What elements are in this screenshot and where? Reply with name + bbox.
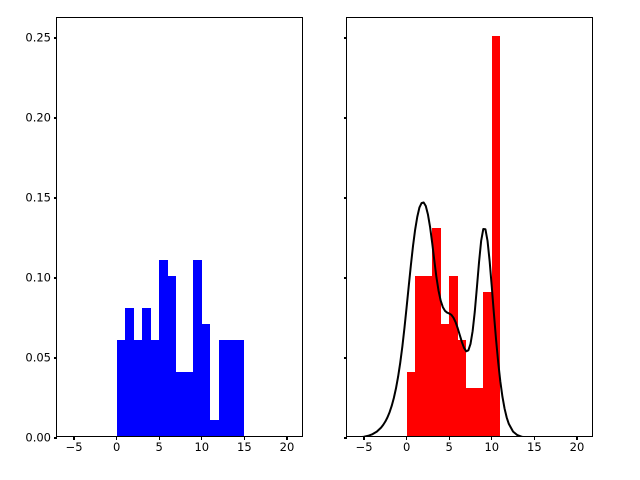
histogram-bar (142, 308, 151, 436)
histogram-bar (210, 420, 219, 436)
histogram-bar (125, 308, 134, 436)
x-tick-label: 20 (569, 440, 585, 454)
x-tick-label: 10 (194, 440, 210, 454)
x-tick-mark (158, 436, 160, 440)
histogram-bar (483, 292, 492, 436)
histogram-bar (235, 340, 245, 436)
histogram-bar (466, 388, 475, 436)
histogram-bar (440, 324, 450, 436)
x-tick-label: 15 (527, 440, 542, 454)
histogram-bar (116, 340, 126, 436)
histogram-bar (218, 340, 228, 436)
y-tick-label: 0.05 (25, 350, 51, 365)
y-tick-label: 0.00 (25, 430, 51, 445)
histogram-bar (133, 340, 143, 436)
histogram-bar (176, 372, 185, 436)
histogram-bar (167, 276, 177, 436)
x-tick-label: 0 (112, 440, 121, 454)
y-tick-label: 0.15 (25, 190, 51, 205)
histogram-bar (432, 228, 441, 436)
x-tick-label: 5 (155, 440, 163, 454)
histogram-bar (491, 36, 501, 436)
x-tick-label: 15 (237, 440, 252, 454)
x-tick-mark (491, 436, 493, 440)
x-tick-label: −5 (355, 440, 373, 454)
histogram-bar (415, 276, 424, 436)
x-tick-label: −5 (65, 440, 83, 454)
histogram-bar (184, 372, 194, 436)
x-tick-label: 20 (279, 440, 295, 454)
histogram-bar (201, 324, 211, 436)
x-tick-mark (73, 436, 75, 440)
y-tick-mark (53, 357, 57, 359)
x-tick-mark (576, 436, 578, 440)
histogram-bar (227, 340, 236, 436)
y-tick-label: 0.20 (25, 110, 51, 125)
histogram-bar (423, 276, 433, 436)
y-tick-mark (53, 277, 57, 279)
histogram-bar (406, 372, 416, 436)
histogram-bar (449, 276, 458, 436)
y-tick-mark (53, 197, 57, 199)
y-tick-label: 0.25 (25, 30, 51, 45)
left-histogram-axes: 0.00 0.05 0.10 0.15 0.20 0.25 −5 0 5 10 15 20 (25, 17, 303, 453)
left-plot-area (57, 18, 302, 436)
y-tick-mark (53, 117, 57, 119)
x-tick-label: 0 (402, 440, 411, 454)
histogram-bar (150, 340, 160, 436)
histogram-bar (159, 260, 168, 436)
y-tick-mark (343, 197, 347, 199)
histogram-bar (457, 340, 467, 436)
right-histogram-axes: −5 0 5 10 15 20 (343, 17, 593, 453)
y-tick-mark (343, 437, 347, 439)
x-tick-mark (116, 436, 118, 440)
kde-curve (362, 201, 524, 436)
y-tick-mark (53, 37, 57, 39)
y-tick-mark (343, 357, 347, 359)
x-tick-mark (286, 436, 288, 440)
x-tick-mark (201, 436, 203, 440)
x-tick-label: 10 (484, 440, 500, 454)
y-tick-mark (53, 437, 57, 439)
y-tick-mark (343, 277, 347, 279)
x-tick-mark (406, 436, 408, 440)
y-tick-label: 0.10 (25, 270, 51, 285)
y-tick-mark (343, 117, 347, 119)
right-plot-area (347, 18, 592, 436)
x-tick-label: 5 (445, 440, 453, 454)
x-tick-mark (448, 436, 450, 440)
histogram-bar (474, 388, 484, 436)
x-tick-mark (533, 436, 535, 440)
x-tick-mark (363, 436, 365, 440)
y-tick-mark (343, 37, 347, 39)
histogram-bar (193, 260, 202, 436)
x-tick-mark (243, 436, 245, 440)
